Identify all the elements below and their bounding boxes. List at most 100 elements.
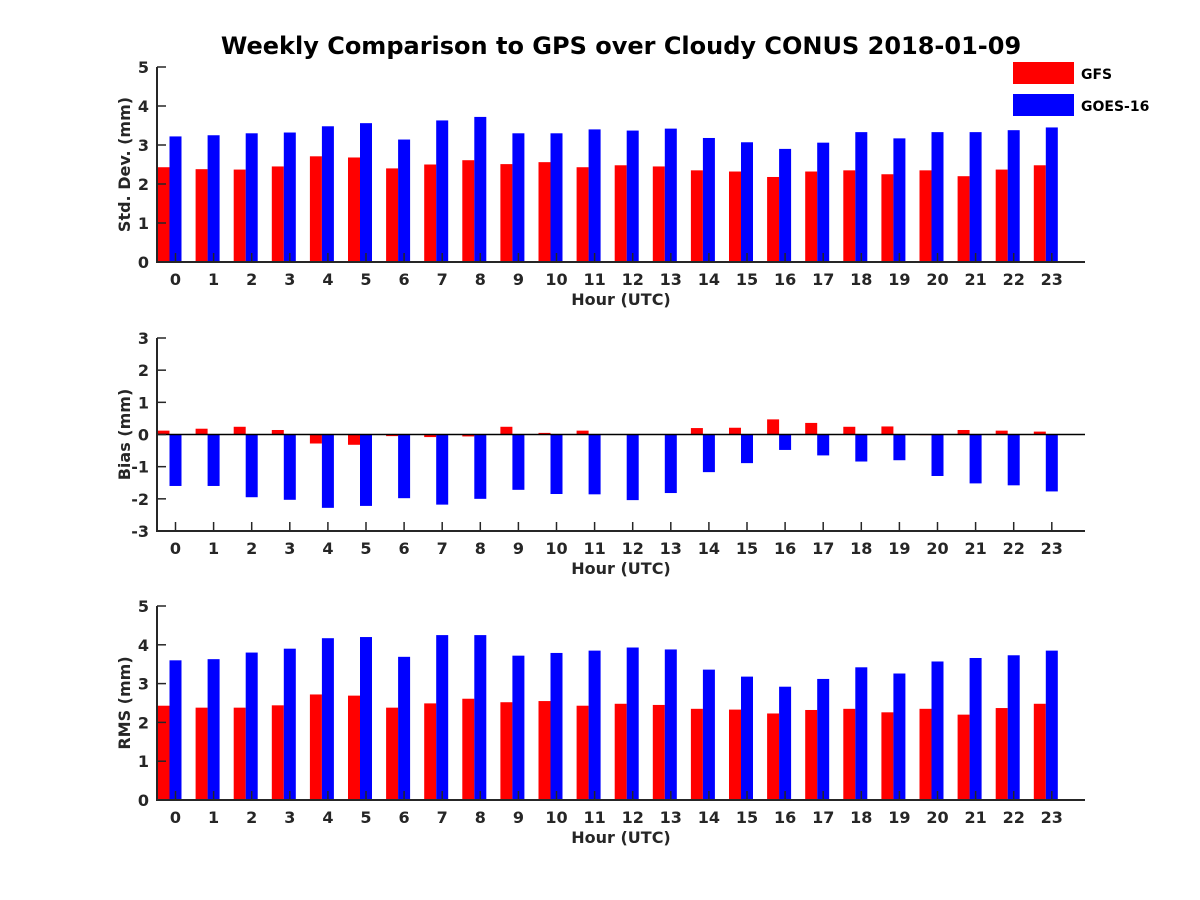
y-tick-label: 5 (138, 597, 149, 616)
bar-std-dev-mm-gfs-13 (652, 166, 665, 262)
y-tick-label: 3 (138, 675, 149, 694)
legend-label-gfs: GFS (1081, 67, 1112, 83)
x-tick-label: 8 (475, 270, 486, 289)
bar-rms-mm-gfs-5 (348, 695, 360, 800)
bar-rms-mm-gfs-17 (805, 709, 818, 800)
x-tick-label: 17 (812, 808, 834, 827)
x-tick-label: 14 (698, 539, 720, 558)
x-tick-label: 16 (774, 808, 796, 827)
bar-rms-mm-goes16-17 (817, 678, 830, 800)
x-tick-label: 17 (812, 539, 834, 558)
bar-rms-mm-goes16-6 (398, 656, 411, 800)
y-tick-label: 5 (138, 58, 149, 77)
x-tick-label: 1 (208, 270, 219, 289)
x-tick-label: 10 (545, 270, 567, 289)
bar-bias-mm-goes16-5 (360, 434, 372, 506)
bar-rms-mm-goes16-19 (893, 673, 906, 800)
x-tick-label: 22 (1003, 270, 1025, 289)
y-tick-label: 2 (138, 175, 149, 194)
bar-bias-mm-gfs-7 (424, 434, 437, 438)
bar-bias-mm-goes16-6 (398, 434, 411, 499)
bar-rms-mm-goes16-21 (969, 657, 982, 800)
bar-std-dev-mm-goes16-4 (321, 126, 334, 262)
y-tick-label: 0 (138, 253, 149, 272)
bar-std-dev-mm-gfs-5 (348, 157, 360, 262)
x-tick-label: 11 (583, 539, 605, 558)
x-tick-label: 5 (360, 808, 371, 827)
x-tick-label: 12 (622, 270, 644, 289)
bar-std-dev-mm-gfs-14 (690, 170, 703, 262)
bar-rms-mm-gfs-20 (919, 708, 932, 800)
y-tick-label: 3 (138, 136, 149, 155)
bar-bias-mm-goes16-9 (512, 434, 525, 490)
y-tick-label: 1 (138, 393, 149, 412)
legend-swatch-goes16 (1013, 94, 1074, 116)
bar-bias-mm-gfs-15 (729, 427, 741, 435)
bar-rms-mm-goes16-23 (1045, 650, 1058, 800)
bar-std-dev-mm-goes16-2 (245, 133, 258, 262)
bar-rms-mm-gfs-9 (500, 702, 513, 800)
bar-rms-mm-gfs-15 (729, 709, 741, 800)
x-tick-label: 13 (660, 808, 682, 827)
bar-bias-mm-goes16-20 (931, 434, 944, 476)
x-tick-label: 21 (964, 539, 986, 558)
x-tick-label: 12 (622, 808, 644, 827)
bar-rms-mm-gfs-16 (767, 713, 780, 800)
bar-rms-mm-gfs-0 (157, 705, 170, 800)
y-tick-label: 2 (138, 713, 149, 732)
x-tick-label: 0 (170, 808, 181, 827)
x-tick-label: 16 (774, 539, 796, 558)
bar-std-dev-mm-gfs-16 (767, 176, 780, 262)
x-tick-label: 6 (399, 808, 410, 827)
bar-bias-mm-goes16-7 (436, 434, 449, 505)
x-tick-label: 21 (964, 270, 986, 289)
x-tick-label: 1 (208, 539, 219, 558)
bar-bias-mm-goes16-19 (893, 434, 906, 461)
bar-rms-mm-gfs-2 (233, 707, 246, 800)
y-tick-label: 2 (138, 361, 149, 380)
x-tick-label: 19 (888, 270, 910, 289)
bar-bias-mm-goes16-23 (1045, 434, 1058, 492)
y-tick-label: -1 (131, 458, 149, 477)
bar-rms-mm-gfs-4 (309, 694, 322, 800)
x-tick-label: 5 (360, 539, 371, 558)
bar-std-dev-mm-goes16-1 (207, 135, 220, 262)
bar-std-dev-mm-gfs-6 (386, 168, 399, 262)
bar-bias-mm-gfs-1 (195, 428, 208, 435)
x-tick-label: 19 (888, 808, 910, 827)
bar-std-dev-mm-goes16-22 (1007, 130, 1020, 262)
bar-rms-mm-goes16-9 (512, 655, 525, 800)
x-tick-label: 11 (583, 808, 605, 827)
x-tick-label: 15 (736, 270, 758, 289)
bar-rms-mm-goes16-11 (588, 650, 601, 800)
x-tick-label: 4 (322, 270, 333, 289)
bar-std-dev-mm-goes16-14 (702, 137, 715, 262)
x-tick-label: 13 (660, 270, 682, 289)
bar-bias-mm-goes16-18 (855, 434, 868, 462)
x-axis-label: Hour (UTC) (571, 559, 671, 578)
x-tick-label: 7 (437, 539, 448, 558)
y-tick-label: -3 (131, 522, 149, 541)
x-tick-label: 6 (399, 539, 410, 558)
bar-bias-mm-gfs-5 (348, 434, 360, 445)
bar-std-dev-mm-goes16-13 (664, 128, 677, 262)
y-axis-label: RMS (mm) (115, 656, 134, 749)
bar-std-dev-mm-gfs-15 (729, 171, 741, 262)
bar-std-dev-mm-goes16-16 (779, 148, 792, 262)
bar-rms-mm-goes16-2 (245, 652, 258, 800)
x-tick-label: 7 (437, 808, 448, 827)
x-axis-label: Hour (UTC) (571, 828, 671, 847)
bar-std-dev-mm-goes16-0 (169, 136, 182, 262)
x-tick-label: 4 (322, 808, 333, 827)
bar-std-dev-mm-goes16-12 (626, 130, 639, 262)
x-tick-label: 18 (850, 808, 872, 827)
bar-std-dev-mm-gfs-21 (957, 176, 970, 262)
bar-std-dev-mm-goes16-10 (550, 133, 563, 262)
bar-rms-mm-goes16-7 (436, 635, 449, 800)
bar-bias-mm-gfs-11 (576, 430, 589, 435)
x-tick-label: 5 (360, 270, 371, 289)
y-axis-label: Std. Dev. (mm) (115, 97, 134, 232)
bar-bias-mm-goes16-17 (817, 434, 830, 456)
bar-std-dev-mm-goes16-11 (588, 129, 601, 262)
bar-rms-mm-gfs-21 (957, 714, 970, 800)
